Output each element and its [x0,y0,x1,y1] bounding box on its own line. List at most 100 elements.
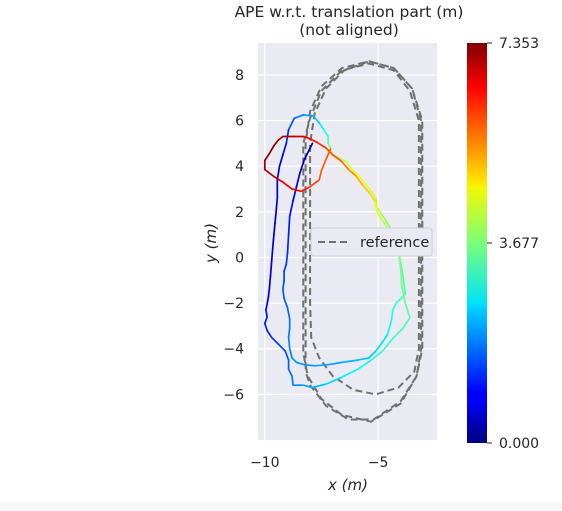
trajectory-segment [285,252,289,266]
y-tick-label: −6 [223,387,244,403]
y-tick-label: 0 [235,250,244,266]
trajectory-segment [282,181,293,190]
trajectory-segment [370,190,377,199]
trajectory-segment [308,142,314,152]
trajectory-segment [368,191,376,202]
trajectory-segment [381,334,389,343]
trajectory-segment [347,168,357,177]
trajectory-segment [277,135,284,141]
trajectory-segment [376,206,383,215]
trajectory-segment [373,199,377,209]
y-tick-label: 4 [235,159,244,175]
reference-series [302,60,424,423]
trajectory-segment [364,183,373,193]
trajectory-segment [278,153,284,168]
trajectory-segment [286,306,291,320]
trajectory-segment [309,179,321,188]
trajectory-segment [402,317,411,330]
trajectory-segment [404,302,411,319]
trajectory-segment [268,274,272,291]
trajectory-segment [325,376,343,385]
y-tick-label: −2 [223,296,244,312]
trajectory-segment [267,288,271,300]
x-ticks: −10 −5 [250,455,388,471]
bottom-strip [0,502,562,511]
trajectory-segment [284,350,290,361]
trajectory-segment [316,141,327,149]
x-tick-label: −10 [250,455,280,471]
trajectory-segment [374,341,384,352]
trajectory-segment [374,206,379,215]
trajectory-segment [322,128,330,138]
trajectory-segment [293,114,305,120]
trajectory-segment [288,347,293,359]
trajectory-segment [270,336,280,346]
trajectory-segment [370,350,384,361]
trajectory-segment [295,172,301,188]
trajectory-segment [300,185,311,193]
colorbar-tick-label: 7.353 [499,36,539,52]
trajectory-segment [287,215,291,236]
trajectory-segment [309,137,318,144]
trajectory-segment [386,327,391,336]
trajectory-segment [311,383,327,389]
y-tick-label: 8 [235,68,244,84]
y-tick-label: −4 [223,342,244,358]
y-tick-label: 6 [235,114,244,130]
trajectory-segment [391,302,398,311]
trajectory-segment [374,197,378,209]
trajectory-segment [287,336,291,350]
legend-reference-label: reference [360,235,429,251]
trajectory-segment [291,375,294,387]
trajectory-segment [340,368,359,379]
trajectory-segment [299,158,306,174]
trajectory-segment [291,357,298,364]
trajectory-segment [361,183,370,194]
trajectory-segment [312,115,321,124]
trajectory-segment [291,188,302,193]
y-axis-label: y (m) [202,223,220,264]
trajectory-segment [263,315,268,325]
trajectory-segment [356,357,370,361]
trajectory-segment [283,297,289,309]
trajectory-segment [273,222,276,236]
colorbar-tick-label: 3.677 [499,236,539,252]
trajectory-segment [277,343,287,352]
trajectory-segment [399,268,403,288]
trajectory-segment [395,297,402,304]
trajectory-segment [331,153,343,163]
trajectory-segment [381,336,395,352]
trajectory-segment [368,350,377,359]
trajectory-segment [263,152,271,162]
x-axis-label: x (m) [327,476,368,494]
trajectory-segment [402,274,407,295]
trajectory-segment [263,322,268,332]
colorbar-tick-label: 0.000 [499,436,539,452]
reference-line [302,60,424,423]
trajectory-segment [283,263,288,273]
legend-box [310,227,433,257]
trajectory-segment [377,213,384,222]
trajectory-segment [276,165,281,181]
trajectory-segment [388,318,393,330]
trajectory-segment [390,309,394,320]
chart-subtitle: (not aligned) [299,21,399,39]
trajectory-segment [303,363,316,367]
trajectory-segment [282,288,285,300]
trajectory-segment [271,233,275,250]
trajectory-segment [273,139,280,147]
y-ticks: 8 6 4 2 0 −2 −4 −6 [223,68,244,403]
trajectory-segment [270,247,274,263]
trajectory-segment [288,199,294,218]
trajectory-segment [273,175,284,184]
trajectory-segment [302,135,311,140]
trajectory-segment [265,297,270,311]
colorbar [467,43,487,443]
trajectory-segment [287,368,293,377]
y-tick-label: 2 [235,205,244,221]
trajectory-segment [318,122,325,131]
trajectory-segment [354,174,364,186]
trajectory-segment [359,176,367,186]
trajectory-segment [380,213,387,222]
trajectory-segment [393,327,404,339]
